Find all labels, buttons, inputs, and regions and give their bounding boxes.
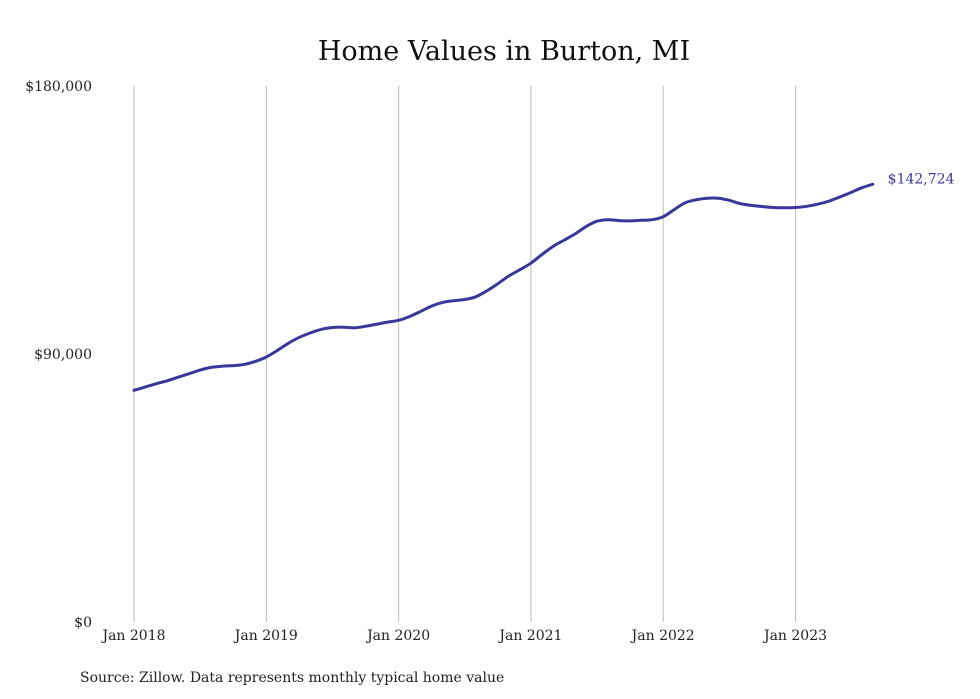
y-axis-ticks: $0 $90,000 $180,000: [25, 79, 92, 631]
y-tick-label: $90,000: [34, 347, 92, 363]
y-tick-label: $0: [74, 615, 92, 631]
end-value-label: $142,724: [888, 171, 955, 187]
series-line: [132, 182, 875, 392]
x-tick-label: Jan 2019: [233, 628, 298, 644]
chart-title: Home Values in Burton, MI: [318, 36, 690, 67]
series-layer: $142,724: [132, 171, 955, 392]
x-tick-label: Jan 2022: [630, 628, 695, 644]
y-tick-label: $180,000: [25, 79, 92, 95]
gridlines: [133, 86, 796, 622]
x-tick-label: Jan 2018: [100, 628, 165, 644]
source-note: Source: Zillow. Data represents monthly …: [80, 670, 504, 686]
x-tick-label: Jan 2023: [762, 628, 827, 644]
x-axis-ticks: Jan 2018 Jan 2019 Jan 2020 Jan 2021 Jan 2022…: [100, 628, 827, 644]
x-tick-label: Jan 2020: [365, 628, 430, 644]
x-tick-label: Jan 2021: [497, 628, 562, 644]
